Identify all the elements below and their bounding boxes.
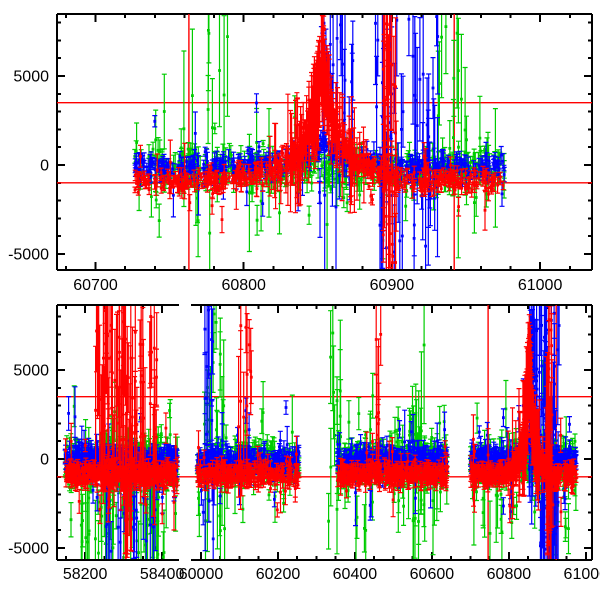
top_panel: 60700 60800 60900 61000 -5000 0 5000 [8,13,593,294]
series-red-markers [64,309,578,545]
series-red-markers [133,22,505,265]
x-tick-label: 60000 [179,566,224,583]
x-tick-label: 61000 [564,566,600,583]
x-tick-label: 60400 [333,566,378,583]
x-tick-label: 60200 [256,566,301,583]
panel-frame [56,304,593,561]
y-tick-label: -5000 [8,247,49,264]
reference-lines [57,305,592,560]
x-tick-label: 61000 [518,277,563,294]
x-tick-label: 60700 [73,277,118,294]
x-tick-label: 58400 [140,566,185,583]
data-points-layer [62,306,579,559]
x-tick-label: 60800 [487,566,532,583]
x-tick-label: 58200 [63,566,108,583]
x-tick-label: 60600 [410,566,455,583]
y-tick-label: -5000 [8,541,49,558]
x-tick-label: 60900 [370,277,415,294]
data-points-layer [132,15,507,269]
y-tick-label: 0 [40,452,49,469]
y-tick-label: 5000 [13,69,49,86]
x-tick-label: 60800 [221,277,266,294]
y-tick-label: 0 [40,158,49,175]
panel-frame [56,13,593,271]
y-tick-label: 5000 [13,363,49,380]
